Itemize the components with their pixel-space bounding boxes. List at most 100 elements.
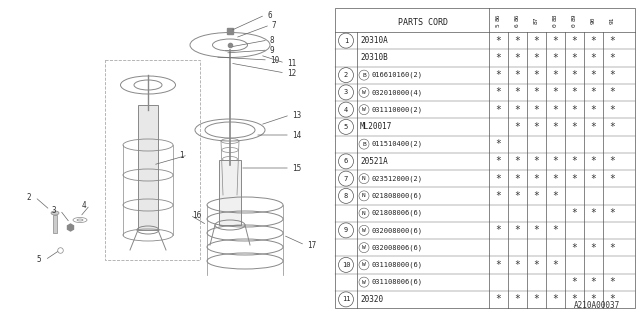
Text: 90: 90 bbox=[591, 16, 596, 24]
Text: *: * bbox=[609, 87, 616, 97]
Text: *: * bbox=[515, 191, 520, 201]
Text: *: * bbox=[591, 208, 596, 218]
Text: 9: 9 bbox=[344, 228, 348, 233]
Text: *: * bbox=[534, 174, 540, 184]
Text: 032008000(6): 032008000(6) bbox=[371, 227, 422, 234]
Text: *: * bbox=[515, 156, 520, 166]
Text: W: W bbox=[362, 228, 366, 233]
Text: 5: 5 bbox=[496, 23, 501, 27]
Text: *: * bbox=[515, 53, 520, 63]
Text: 89: 89 bbox=[572, 13, 577, 20]
Text: 17: 17 bbox=[307, 241, 316, 250]
Text: *: * bbox=[495, 294, 501, 304]
Text: *: * bbox=[609, 174, 616, 184]
Text: *: * bbox=[552, 225, 559, 236]
Text: *: * bbox=[515, 36, 520, 46]
Text: *: * bbox=[591, 53, 596, 63]
Text: *: * bbox=[515, 122, 520, 132]
Text: 032008006(6): 032008006(6) bbox=[371, 244, 422, 251]
Text: *: * bbox=[591, 36, 596, 46]
Text: 032010000(4): 032010000(4) bbox=[371, 89, 422, 96]
Text: *: * bbox=[591, 156, 596, 166]
Text: *: * bbox=[609, 36, 616, 46]
Text: *: * bbox=[572, 105, 577, 115]
Text: *: * bbox=[495, 53, 501, 63]
Ellipse shape bbox=[51, 211, 59, 215]
Text: *: * bbox=[534, 122, 540, 132]
Text: W: W bbox=[362, 245, 366, 250]
Text: *: * bbox=[572, 70, 577, 80]
Text: *: * bbox=[591, 243, 596, 252]
Text: 6: 6 bbox=[267, 11, 271, 20]
Text: *: * bbox=[534, 225, 540, 236]
Text: *: * bbox=[534, 294, 540, 304]
Text: 16: 16 bbox=[192, 211, 201, 220]
Text: *: * bbox=[515, 260, 520, 270]
Text: *: * bbox=[552, 156, 559, 166]
Text: *: * bbox=[515, 294, 520, 304]
Text: *: * bbox=[552, 294, 559, 304]
Text: 2: 2 bbox=[344, 72, 348, 78]
Text: *: * bbox=[609, 70, 616, 80]
Text: 7: 7 bbox=[272, 20, 276, 29]
Text: 0: 0 bbox=[572, 23, 577, 27]
Text: 86: 86 bbox=[496, 13, 501, 20]
Text: 12: 12 bbox=[287, 68, 296, 77]
Text: *: * bbox=[572, 208, 577, 218]
Text: 20521A: 20521A bbox=[360, 157, 388, 166]
Text: *: * bbox=[609, 243, 616, 252]
Text: *: * bbox=[495, 191, 501, 201]
Text: *: * bbox=[591, 70, 596, 80]
Text: *: * bbox=[572, 174, 577, 184]
Text: 023512000(2): 023512000(2) bbox=[371, 175, 422, 182]
Text: *: * bbox=[515, 225, 520, 236]
Text: *: * bbox=[495, 105, 501, 115]
Text: *: * bbox=[495, 260, 501, 270]
Text: *: * bbox=[552, 70, 559, 80]
Text: 15: 15 bbox=[292, 164, 301, 172]
Text: *: * bbox=[534, 191, 540, 201]
Bar bbox=[138, 105, 158, 230]
Text: 87: 87 bbox=[534, 16, 539, 24]
Text: *: * bbox=[552, 122, 559, 132]
Text: 3: 3 bbox=[344, 89, 348, 95]
Text: 021808006(6): 021808006(6) bbox=[371, 210, 422, 216]
Text: 0: 0 bbox=[553, 23, 558, 27]
Text: W: W bbox=[362, 90, 366, 95]
Text: *: * bbox=[572, 36, 577, 46]
Text: *: * bbox=[534, 53, 540, 63]
Text: 1: 1 bbox=[179, 150, 184, 159]
Text: *: * bbox=[515, 87, 520, 97]
Text: *: * bbox=[552, 36, 559, 46]
Text: 13: 13 bbox=[292, 110, 301, 119]
Text: 4: 4 bbox=[81, 201, 86, 210]
Text: *: * bbox=[591, 174, 596, 184]
Text: 20310A: 20310A bbox=[360, 36, 388, 45]
Bar bbox=[53, 215, 57, 233]
Text: *: * bbox=[591, 122, 596, 132]
Text: 4: 4 bbox=[344, 107, 348, 113]
Text: *: * bbox=[609, 156, 616, 166]
Text: *: * bbox=[495, 225, 501, 236]
Text: 8: 8 bbox=[344, 193, 348, 199]
Text: 86: 86 bbox=[515, 13, 520, 20]
Text: 10: 10 bbox=[342, 262, 350, 268]
Text: W: W bbox=[362, 262, 366, 268]
Text: *: * bbox=[534, 87, 540, 97]
Text: *: * bbox=[591, 294, 596, 304]
Text: *: * bbox=[515, 70, 520, 80]
Text: N: N bbox=[362, 193, 366, 198]
Text: 10: 10 bbox=[270, 55, 279, 65]
Text: 91: 91 bbox=[610, 16, 615, 24]
Text: *: * bbox=[552, 191, 559, 201]
Text: *: * bbox=[572, 87, 577, 97]
Text: 5: 5 bbox=[36, 255, 41, 265]
Text: *: * bbox=[609, 208, 616, 218]
Bar bbox=[105, 60, 200, 260]
Text: *: * bbox=[609, 277, 616, 287]
Text: 8: 8 bbox=[270, 36, 275, 44]
Text: *: * bbox=[495, 156, 501, 166]
Text: 3: 3 bbox=[51, 205, 56, 214]
Text: 031108006(6): 031108006(6) bbox=[371, 279, 422, 285]
Text: 20310B: 20310B bbox=[360, 53, 388, 62]
